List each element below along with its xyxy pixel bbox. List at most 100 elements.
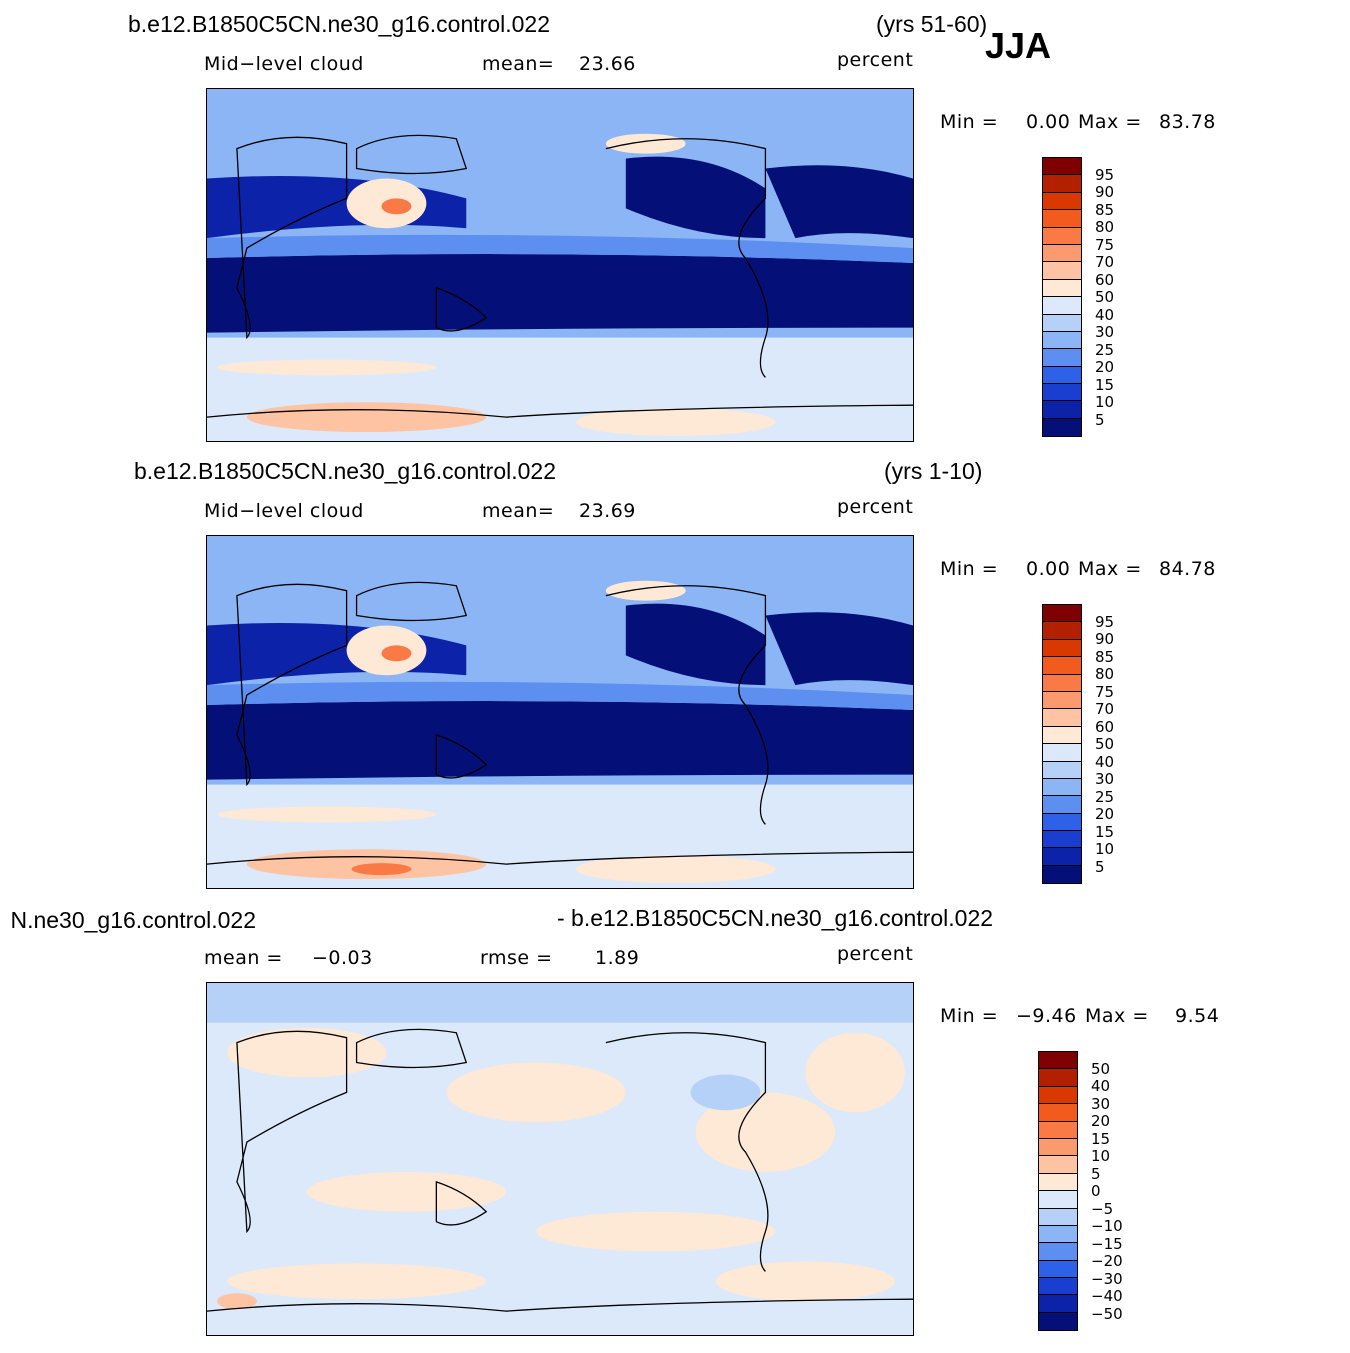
panel1-max-value: 83.78 <box>1159 111 1216 133</box>
panel1-colorbar <box>1042 157 1082 437</box>
panel2-mean-label: mean= <box>482 500 555 522</box>
colorbar-swatch <box>1043 314 1081 332</box>
colorbar-tick-label: −30 <box>1091 1269 1123 1288</box>
colorbar-swatch <box>1039 1278 1077 1296</box>
colorbar-tick-label: 5 <box>1095 410 1105 429</box>
panel1-case-title: b.e12.B1850C5CN.ne30_g16.control.022 <box>128 11 550 37</box>
panel3-map <box>206 982 914 1336</box>
colorbar-tick-label: 25 <box>1095 340 1115 359</box>
colorbar-tick-label: 40 <box>1095 752 1115 771</box>
colorbar-tick-label: −20 <box>1091 1252 1123 1270</box>
colorbar-swatch <box>1043 639 1081 658</box>
colorbar-tick-label: 40 <box>1095 305 1115 324</box>
colorbar-tick-label: −40 <box>1091 1287 1123 1305</box>
colorbar-tick-label: 15 <box>1095 822 1115 841</box>
colorbar-swatch <box>1043 210 1081 228</box>
colorbar-tick-label: 10 <box>1095 840 1115 858</box>
colorbar-swatch <box>1043 175 1081 193</box>
colorbar-tick-label: 60 <box>1095 717 1115 736</box>
colorbar-swatch <box>1043 778 1081 797</box>
panel3-case-title-left: N.ne30_g16.control.022 <box>10 907 256 933</box>
colorbar-swatch <box>1039 1086 1077 1105</box>
colorbar-tick-label: 90 <box>1095 183 1115 201</box>
panel2-max-value: 84.78 <box>1159 558 1216 580</box>
colorbar-tick-label: −10 <box>1091 1217 1123 1235</box>
colorbar-swatch <box>1043 674 1081 692</box>
colorbar-swatch <box>1043 192 1081 211</box>
panel2-mean-value: 23.69 <box>579 500 636 522</box>
colorbar-swatch <box>1043 657 1081 675</box>
colorbar-swatch <box>1043 726 1081 745</box>
colorbar-tick-label: 50 <box>1095 288 1115 306</box>
panel3-min-label: Min = <box>940 1005 999 1027</box>
panel1-min-label: Min = <box>940 111 999 133</box>
colorbar-swatch <box>1043 622 1081 640</box>
colorbar-swatch <box>1039 1295 1077 1313</box>
colorbar-tick-label: 95 <box>1095 165 1115 184</box>
panel3-mean-value: −0.03 <box>312 947 373 969</box>
panel3-colorbar <box>1038 1051 1078 1331</box>
colorbar-swatch <box>1043 366 1081 385</box>
colorbar-tick-label: 20 <box>1091 1112 1111 1130</box>
panel1-map <box>206 88 914 442</box>
colorbar-swatch <box>1039 1052 1077 1070</box>
colorbar-tick-label: 30 <box>1095 323 1115 341</box>
colorbar-tick-label: 30 <box>1091 1094 1111 1113</box>
colorbar-swatch <box>1043 297 1081 315</box>
colorbar-swatch <box>1043 848 1081 866</box>
colorbar-swatch <box>1039 1069 1077 1087</box>
colorbar-tick-label: 10 <box>1091 1147 1111 1165</box>
colorbar-tick-label: 85 <box>1095 200 1115 219</box>
colorbar-swatch <box>1043 244 1081 263</box>
colorbar-tick-label: 90 <box>1095 630 1115 648</box>
panel3-rmse-label: rmse = <box>480 947 553 969</box>
colorbar-tick-label: 0 <box>1091 1182 1101 1200</box>
colorbar-swatch <box>1043 813 1081 832</box>
colorbar-tick-label: 50 <box>1091 1059 1111 1078</box>
colorbar-tick-label: −5 <box>1091 1199 1114 1218</box>
colorbar-swatch <box>1043 331 1081 350</box>
colorbar-swatch <box>1043 401 1081 419</box>
panel3-case-title-right: - b.e12.B1850C5CN.ne30_g16.control.022 <box>557 905 994 931</box>
colorbar-tick-label: −50 <box>1091 1304 1123 1323</box>
colorbar-swatch <box>1039 1121 1077 1139</box>
colorbar-tick-label: 30 <box>1095 770 1115 788</box>
panel3-min-value: −9.46 <box>1016 1005 1077 1027</box>
colorbar-tick-label: 95 <box>1095 612 1115 631</box>
colorbar-swatch <box>1039 1191 1077 1209</box>
panel3-case-title-left-clip: N.ne30_g16.control.022 <box>0 907 270 937</box>
colorbar-swatch <box>1043 262 1081 280</box>
panel1-mean-label: mean= <box>482 53 555 75</box>
panel2-min-label: Min = <box>940 558 999 580</box>
colorbar-swatch <box>1039 1243 1077 1261</box>
colorbar-tick-label: 50 <box>1095 735 1115 753</box>
panel2-colorbar <box>1042 604 1082 884</box>
panel1-units: percent <box>837 49 914 71</box>
colorbar-swatch <box>1039 1260 1077 1279</box>
panel2-max-label: Max = <box>1078 558 1142 580</box>
colorbar-tick-label: 75 <box>1095 682 1115 701</box>
colorbar-tick-label: −15 <box>1091 1234 1123 1253</box>
colorbar-tick-label: 10 <box>1095 393 1115 411</box>
season-label: JJA <box>985 25 1052 66</box>
colorbar-tick-label: 75 <box>1095 235 1115 254</box>
colorbar-tick-label: 80 <box>1095 665 1115 683</box>
panel3-units: percent <box>837 943 914 965</box>
panel2-map <box>206 535 914 889</box>
colorbar-swatch <box>1043 709 1081 727</box>
panel1-variable: Mid−level cloud <box>204 53 364 75</box>
colorbar-swatch <box>1043 761 1081 779</box>
colorbar-swatch <box>1043 279 1081 298</box>
colorbar-swatch <box>1043 796 1081 814</box>
colorbar-swatch <box>1043 605 1081 623</box>
colorbar-tick-label: 15 <box>1091 1129 1111 1148</box>
panel3-max-value: 9.54 <box>1175 1005 1220 1027</box>
colorbar-swatch <box>1043 744 1081 762</box>
colorbar-swatch <box>1043 865 1081 884</box>
panel2-units: percent <box>837 496 914 518</box>
panel3-mean-label: mean = <box>204 947 283 969</box>
panel3-rmse-value: 1.89 <box>595 947 640 969</box>
panel1-max-label: Max = <box>1078 111 1142 133</box>
panel2-case-title: b.e12.B1850C5CN.ne30_g16.control.022 <box>134 458 556 484</box>
panel1-min-value: 0.00 <box>1026 111 1071 133</box>
